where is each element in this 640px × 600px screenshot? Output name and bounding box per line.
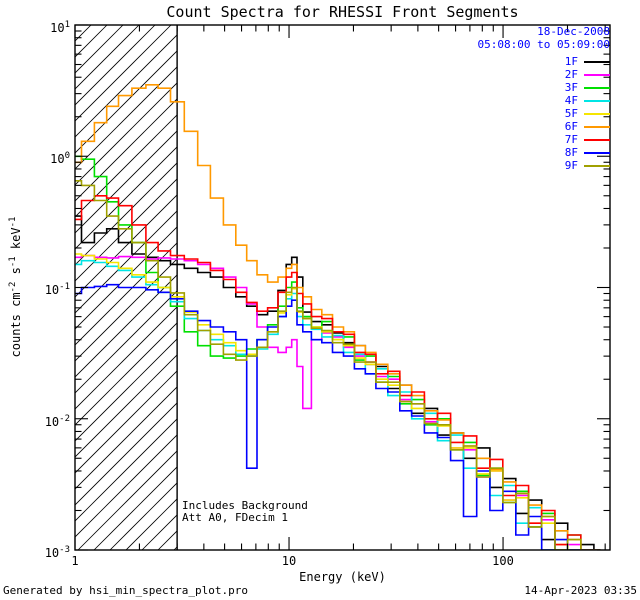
legend-item: 5F bbox=[565, 107, 610, 120]
x-tick-label-10: 10 bbox=[281, 554, 297, 568]
line bbox=[109, 482, 178, 550]
y-tick-label-10e1: 101 bbox=[26, 18, 70, 35]
annotation-attenuator-state: Att A0, FDecim 1 bbox=[182, 511, 288, 524]
legend-line-swatch bbox=[584, 73, 610, 76]
tick-base: 10 bbox=[50, 152, 65, 166]
y-tick-label-10e0: 100 bbox=[26, 149, 70, 166]
legend-label: 9F bbox=[564, 159, 578, 172]
line bbox=[75, 34, 178, 138]
legend-item: 9F bbox=[565, 159, 610, 172]
tick-base: 10 bbox=[50, 21, 65, 35]
series-8F bbox=[75, 283, 601, 550]
tick-exponent: 0 bbox=[64, 151, 70, 161]
series-9F bbox=[75, 180, 601, 550]
y-axis-label-exp: -2 bbox=[8, 281, 18, 293]
legend-item: 3F bbox=[565, 81, 610, 94]
legend-label: 8F bbox=[564, 146, 578, 159]
legend-item: 1F bbox=[565, 55, 610, 68]
chart-title: Count Spectra for RHESSI Front Segments bbox=[166, 3, 519, 21]
tick-exponent: -1 bbox=[59, 282, 70, 292]
line bbox=[75, 210, 178, 314]
legend-label: 7F bbox=[564, 133, 578, 146]
legend-label: 6F bbox=[564, 120, 578, 133]
line bbox=[75, 82, 178, 186]
legend-line-swatch bbox=[584, 125, 610, 128]
x-axis-label: Energy (keV) bbox=[299, 570, 386, 584]
y-axis-label-part: s bbox=[9, 267, 23, 282]
line bbox=[75, 418, 178, 522]
legend-label: 3F bbox=[564, 81, 578, 94]
observation-date: 18-Dec-2008 bbox=[537, 25, 610, 38]
legend-line-swatch bbox=[584, 86, 610, 89]
line bbox=[75, 258, 178, 362]
legend-line-swatch bbox=[584, 99, 610, 102]
generated-by-note: Generated by hsi_min_spectra_plot.pro bbox=[3, 584, 249, 597]
y-tick-label-10e-1: 10-1 bbox=[26, 280, 70, 297]
legend-label: 4F bbox=[564, 94, 578, 107]
spectra-series bbox=[75, 84, 601, 550]
y-tick-label-10e-2: 10-2 bbox=[26, 412, 70, 429]
tick-exponent: -3 bbox=[59, 545, 70, 555]
line bbox=[75, 226, 178, 330]
line bbox=[77, 450, 178, 550]
line bbox=[75, 25, 172, 122]
x-tick-label-1: 1 bbox=[71, 554, 79, 568]
legend: 1F 2F 3F 4F 5F 6F 7F 8F 9F bbox=[565, 55, 610, 172]
y-axis-label-part: keV bbox=[9, 227, 23, 257]
y-axis-label-exp: -1 bbox=[8, 256, 18, 268]
legend-line-swatch bbox=[584, 164, 610, 167]
line bbox=[75, 98, 178, 202]
legend-item: 6F bbox=[565, 120, 610, 133]
series-7F bbox=[75, 195, 601, 550]
legend-item: 7F bbox=[565, 133, 610, 146]
x-tick-label-100: 100 bbox=[492, 554, 514, 568]
line bbox=[75, 66, 178, 170]
legend-line-swatch bbox=[584, 112, 610, 115]
legend-item: 2F bbox=[565, 68, 610, 81]
y-axis-label-exp: -1 bbox=[8, 216, 18, 228]
y-tick-label-10e-3: 10-3 bbox=[26, 543, 70, 560]
y-axis-label-part: counts cm bbox=[9, 292, 23, 358]
legend-label: 5F bbox=[564, 107, 578, 120]
line bbox=[75, 386, 178, 490]
annotation-includes-background: Includes Background bbox=[182, 499, 308, 512]
legend-line-swatch bbox=[584, 60, 610, 63]
tick-base: 10 bbox=[44, 283, 60, 297]
legend-item: 8F bbox=[565, 146, 610, 159]
legend-item: 4F bbox=[565, 94, 610, 107]
tick-base: 10 bbox=[44, 415, 60, 429]
line bbox=[75, 434, 178, 538]
legend-label: 1F bbox=[564, 55, 578, 68]
tick-exponent: -2 bbox=[59, 414, 70, 424]
axes-box bbox=[74, 24, 611, 551]
observation-datetime: 18-Dec-2008 05:08:00 to 05:09:00 bbox=[478, 25, 610, 51]
observation-time-range: 05:08:00 to 05:09:00 bbox=[477, 38, 610, 51]
legend-line-swatch bbox=[584, 151, 610, 154]
line bbox=[75, 370, 178, 474]
hatch-region bbox=[75, 25, 178, 550]
legend-line-swatch bbox=[584, 138, 610, 141]
line bbox=[75, 50, 178, 154]
tick-base: 10 bbox=[44, 546, 60, 560]
axis-ticks bbox=[74, 24, 610, 551]
line bbox=[75, 402, 178, 506]
y-axis-label: counts cm-2 s-1 keV-1 bbox=[8, 137, 24, 437]
line bbox=[125, 498, 178, 550]
legend-label: 2F bbox=[564, 68, 578, 81]
tick-exponent: 1 bbox=[64, 20, 70, 30]
plot-creation-timestamp: 14-Apr-2023 03:35 bbox=[524, 584, 637, 597]
